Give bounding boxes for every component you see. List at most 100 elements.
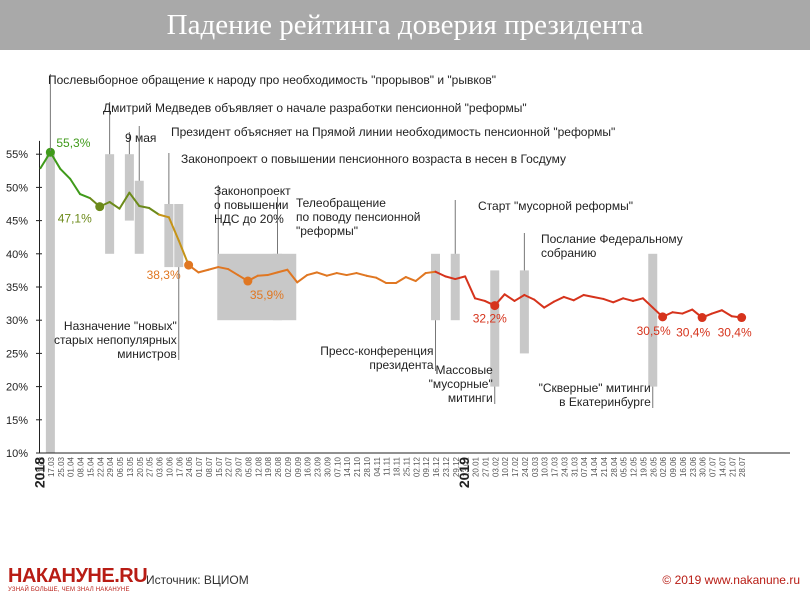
- event-band: [490, 270, 500, 387]
- x-tick-label: 14.07: [718, 456, 727, 477]
- x-tick-label: 17.02: [511, 456, 520, 477]
- x-tick-label: 14.04: [590, 456, 599, 477]
- x-tick-label: 28.07: [738, 456, 747, 477]
- y-tick-label: 10%: [6, 448, 28, 460]
- series-line-segment: [286, 268, 299, 284]
- event-label: Массовые: [435, 363, 493, 377]
- x-tick-label: 04.11: [373, 456, 382, 476]
- series-line-segment: [622, 297, 634, 302]
- event-band: [105, 154, 115, 254]
- event-band: [217, 253, 297, 321]
- series-line-segment: [444, 275, 457, 281]
- event-label: Назначение "новых": [64, 319, 177, 333]
- data-label: 55,3%: [56, 136, 90, 150]
- y-tick-label: 30%: [6, 315, 28, 327]
- x-tick-label: 02.06: [659, 456, 668, 477]
- series-line-segment: [553, 295, 565, 303]
- series-line-segment: [345, 272, 358, 277]
- x-tick-label: 11.03: [37, 456, 46, 476]
- x-tick-label: 23.12: [442, 456, 451, 477]
- series-line-segment: [256, 274, 269, 277]
- event-label: о повышении: [214, 198, 289, 212]
- x-tick-label: 20.01: [472, 456, 481, 477]
- x-tick-label: 30.06: [699, 456, 708, 477]
- x-tick-label: 21.04: [600, 456, 609, 477]
- series-line-segment: [108, 201, 121, 210]
- x-tick-label: 27.05: [146, 456, 155, 477]
- x-tick-label: 08.07: [205, 456, 214, 477]
- logo[interactable]: НАКАНУНЕ.RU: [8, 565, 148, 587]
- series-line-segment: [306, 271, 318, 277]
- event-band: [174, 204, 184, 268]
- data-point: [45, 147, 55, 157]
- event-label: Законопроект: [214, 184, 291, 198]
- series-line-segment: [266, 271, 279, 277]
- x-tick-label: 11.11: [383, 456, 392, 475]
- header-bar: Падение рейтинга доверия президента: [0, 0, 810, 50]
- data-label: 30,5%: [637, 324, 671, 338]
- x-tick-label: 08.04: [77, 456, 86, 477]
- event-label: президента: [369, 358, 433, 372]
- series-line-segment: [59, 167, 72, 180]
- series-line-segment: [217, 266, 230, 271]
- y-tick-label: 40%: [6, 249, 28, 261]
- x-tick-label: 10.06: [165, 456, 174, 477]
- x-tick-label: 01.07: [195, 456, 204, 477]
- series-line-segment: [395, 276, 407, 285]
- series-line-segment: [316, 271, 328, 277]
- x-tick-label: 01.04: [67, 456, 76, 477]
- series-line-segment: [128, 191, 141, 207]
- series-line-segment: [632, 297, 644, 302]
- event-label: в Екатеринбурге: [559, 395, 651, 409]
- x-tick-label: 13.05: [126, 456, 135, 477]
- series-line-segment: [335, 272, 348, 277]
- series-line-segment: [562, 295, 575, 302]
- x-tick-label: 31.03: [570, 456, 579, 477]
- series-line-segment: [513, 293, 526, 302]
- logo-tagline: УЗНАЙ БОЛЬШЕ, ЧЕМ ЗНАЛ НАКАНУНЕ: [8, 587, 130, 593]
- x-tick-label: 19.08: [264, 456, 273, 477]
- x-tick-label: 15.04: [86, 456, 95, 477]
- series-line-segment: [414, 272, 427, 283]
- x-tick-label: 16.12: [432, 456, 441, 477]
- series-line-segment: [572, 293, 585, 302]
- event-label: по поводу пенсионной: [296, 210, 420, 224]
- x-tick-label: 25.03: [57, 456, 66, 477]
- event-label: НДС до 20%: [214, 212, 284, 226]
- series-line-segment: [424, 270, 437, 275]
- series-line-segment: [454, 275, 467, 281]
- series-line-segment: [474, 297, 486, 302]
- x-tick-label: 29.04: [106, 456, 115, 477]
- x-tick-label: 25.11: [402, 456, 411, 476]
- series-line-segment: [464, 275, 476, 300]
- series-line-segment: [79, 193, 91, 200]
- event-band: [519, 270, 529, 354]
- x-tick-label: 09.09: [294, 456, 303, 477]
- data-point: [658, 312, 668, 322]
- event-label: собранию: [541, 246, 596, 260]
- x-tick-label: 23.06: [689, 456, 698, 477]
- event-band: [124, 154, 134, 221]
- x-tick-label: 12.08: [254, 456, 263, 477]
- y-tick-label: 35%: [6, 282, 28, 294]
- x-tick-label: 07.04: [580, 456, 589, 477]
- x-tick-label: 07.07: [709, 456, 718, 477]
- data-point: [737, 313, 747, 323]
- source-note: Источник: ВЦИОМ: [146, 573, 249, 587]
- x-tick-label: 10.02: [501, 456, 510, 477]
- y-tick-label: 15%: [6, 415, 28, 427]
- data-point: [95, 202, 105, 212]
- x-tick-label: 21.07: [728, 456, 737, 477]
- series-line-segment: [533, 298, 546, 309]
- data-point: [243, 276, 253, 286]
- data-point: [184, 260, 194, 270]
- series-line-segment: [375, 276, 388, 285]
- x-tick-label: 17.03: [551, 456, 560, 477]
- series-line-segment: [276, 268, 289, 274]
- x-tick-label: 14.10: [343, 456, 352, 477]
- x-tick-label: 30.09: [323, 456, 332, 477]
- x-tick-label: 26.08: [274, 456, 283, 477]
- series-line-segment: [434, 270, 447, 278]
- copyright[interactable]: © 2019 www.nakanune.ru: [662, 573, 800, 587]
- y-tick-label: 45%: [6, 216, 28, 228]
